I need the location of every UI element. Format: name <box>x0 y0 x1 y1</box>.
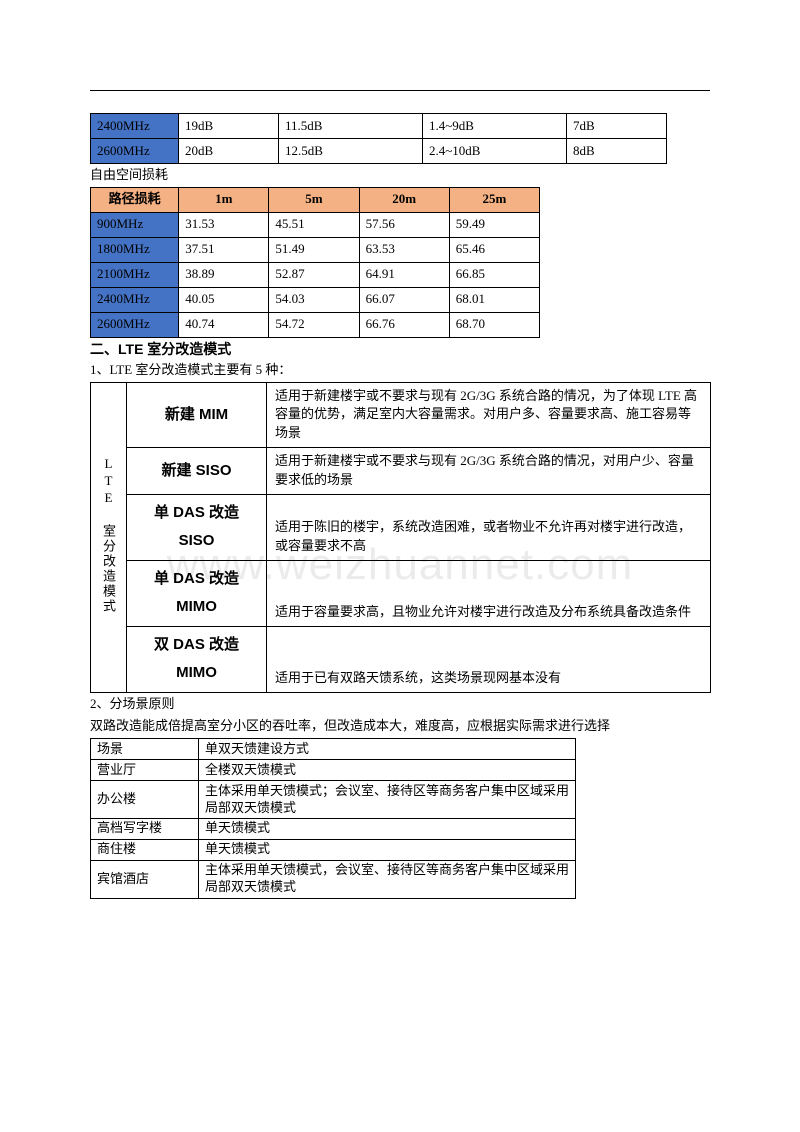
cell: 54.03 <box>269 287 359 312</box>
mode-desc: 适用于陈旧的楼宇，系统改造困难，或者物业不允许再对楼宇进行改造，或容量要求不高 <box>267 494 711 560</box>
hdr-cell: 5m <box>269 187 359 212</box>
section2-sub2-desc: 双路改造能成倍提高室分小区的吞吐率，但改造成本大，难度高，应根据实际需求进行选择 <box>90 716 710 737</box>
cell: 20dB <box>179 139 279 164</box>
mode-name: 双 DAS 改造MIMO <box>127 626 267 692</box>
hdr-cell: 1m <box>179 187 269 212</box>
cell: 单天馈模式 <box>199 839 576 860</box>
cell: 38.89 <box>179 262 269 287</box>
cell: 59.49 <box>449 212 539 237</box>
cell: 2.4~10dB <box>423 139 567 164</box>
cell: 51.49 <box>269 237 359 262</box>
hdr-cell: 场景 <box>91 739 199 760</box>
cell: 63.53 <box>359 237 449 262</box>
table-top: 2400MHz 19dB 11.5dB 1.4~9dB 7dB 2600MHz … <box>90 113 667 164</box>
section2-title: 二、LTE 室分改造模式 <box>90 339 710 359</box>
cell: 66.07 <box>359 287 449 312</box>
table-row: 营业厅 全楼双天馈模式 <box>91 760 576 781</box>
table-row: 新建 SISO 适用于新建楼宇或不要求与现有 2G/3G 系统合路的情况，对用户… <box>91 448 711 495</box>
cell: 1.4~9dB <box>423 114 567 139</box>
cell: 37.51 <box>179 237 269 262</box>
table-row: 1800MHz 37.51 51.49 63.53 65.46 <box>91 237 540 262</box>
cell-freq: 2400MHz <box>91 114 179 139</box>
cell: 68.01 <box>449 287 539 312</box>
cell: 主体采用单天馈模式，会议室、接待区等商务客户集中区域采用局部双天馈模式 <box>199 860 576 898</box>
mode-name: 单 DAS 改造MIMO <box>127 560 267 626</box>
cell: 宾馆酒店 <box>91 860 199 898</box>
table-row: 900MHz 31.53 45.51 57.56 59.49 <box>91 212 540 237</box>
table-modes: LTE 室分改造模式 新建 MIM 适用于新建楼宇或不要求与现有 2G/3G 系… <box>90 382 711 693</box>
table-header-row: 场景 单双天馈建设方式 <box>91 739 576 760</box>
mode-desc: 适用于新建楼宇或不要求与现有 2G/3G 系统合路的情况，为了体现 LTE 高容… <box>267 382 711 448</box>
mode-name: 单 DAS 改造SISO <box>127 494 267 560</box>
vertical-text: LTE 室分改造模式 <box>102 456 115 614</box>
table-row: 2400MHz 19dB 11.5dB 1.4~9dB 7dB <box>91 114 667 139</box>
cell: 单天馈模式 <box>199 818 576 839</box>
cell: 全楼双天馈模式 <box>199 760 576 781</box>
cell: 52.87 <box>269 262 359 287</box>
cell: 57.56 <box>359 212 449 237</box>
table-row: LTE 室分改造模式 新建 MIM 适用于新建楼宇或不要求与现有 2G/3G 系… <box>91 382 711 448</box>
cell: 高档写字楼 <box>91 818 199 839</box>
section2-sub2: 2、分场景原则 <box>90 694 710 715</box>
cell-freq: 1800MHz <box>91 237 179 262</box>
table-row: 宾馆酒店 主体采用单天馈模式，会议室、接待区等商务客户集中区域采用局部双天馈模式 <box>91 860 576 898</box>
cell: 40.74 <box>179 312 269 337</box>
table-scenes: 场景 单双天馈建设方式 营业厅 全楼双天馈模式 办公楼 主体采用单天馈模式；会议… <box>90 738 576 898</box>
table-row: 高档写字楼 单天馈模式 <box>91 818 576 839</box>
mode-name: 新建 MIM <box>127 382 267 448</box>
cell-freq: 900MHz <box>91 212 179 237</box>
table-row: 双 DAS 改造MIMO 适用于已有双路天馈系统，这类场景现网基本没有 <box>91 626 711 692</box>
cell: 办公楼 <box>91 781 199 819</box>
hdr-cell: 单双天馈建设方式 <box>199 739 576 760</box>
table-header-row: 路径损耗 1m 5m 20m 25m <box>91 187 540 212</box>
cell: 66.85 <box>449 262 539 287</box>
cell: 45.51 <box>269 212 359 237</box>
table-path-loss: 路径损耗 1m 5m 20m 25m 900MHz 31.53 45.51 57… <box>90 187 540 338</box>
mode-desc: 适用于新建楼宇或不要求与现有 2G/3G 系统合路的情况，对用户少、容量要求低的… <box>267 448 711 495</box>
table-row: 办公楼 主体采用单天馈模式；会议室、接待区等商务客户集中区域采用局部双天馈模式 <box>91 781 576 819</box>
cell: 31.53 <box>179 212 269 237</box>
cell-freq: 2400MHz <box>91 287 179 312</box>
cell-freq: 2600MHz <box>91 312 179 337</box>
cell: 64.91 <box>359 262 449 287</box>
cell: 11.5dB <box>279 114 423 139</box>
top-rule <box>90 90 710 91</box>
cell: 40.05 <box>179 287 269 312</box>
loss-label: 自由空间损耗 <box>90 165 710 186</box>
mode-desc: 适用于已有双路天馈系统，这类场景现网基本没有 <box>267 626 711 692</box>
table-row: 2600MHz 20dB 12.5dB 2.4~10dB 8dB <box>91 139 667 164</box>
hdr-cell: 20m <box>359 187 449 212</box>
table-row: 商住楼 单天馈模式 <box>91 839 576 860</box>
table-row: 单 DAS 改造SISO 适用于陈旧的楼宇，系统改造困难，或者物业不允许再对楼宇… <box>91 494 711 560</box>
table-row: 2100MHz 38.89 52.87 64.91 66.85 <box>91 262 540 287</box>
hdr-cell: 路径损耗 <box>91 187 179 212</box>
cell: 7dB <box>567 114 667 139</box>
cell: 营业厅 <box>91 760 199 781</box>
section2-sub1: 1、LTE 室分改造模式主要有 5 种： <box>90 360 710 381</box>
cell: 主体采用单天馈模式；会议室、接待区等商务客户集中区域采用局部双天馈模式 <box>199 781 576 819</box>
cell: 19dB <box>179 114 279 139</box>
table-row: 2600MHz 40.74 54.72 66.76 68.70 <box>91 312 540 337</box>
mode-name: 新建 SISO <box>127 448 267 495</box>
mode-desc: 适用于容量要求高，且物业允许对楼宇进行改造及分布系统具备改造条件 <box>267 560 711 626</box>
cell-freq: 2600MHz <box>91 139 179 164</box>
table-row: 2400MHz 40.05 54.03 66.07 68.01 <box>91 287 540 312</box>
cell: 商住楼 <box>91 839 199 860</box>
cell-freq: 2100MHz <box>91 262 179 287</box>
cell: 54.72 <box>269 312 359 337</box>
cell: 68.70 <box>449 312 539 337</box>
cell: 66.76 <box>359 312 449 337</box>
table-row: 单 DAS 改造MIMO 适用于容量要求高，且物业允许对楼宇进行改造及分布系统具… <box>91 560 711 626</box>
cell: 65.46 <box>449 237 539 262</box>
hdr-cell: 25m <box>449 187 539 212</box>
cell: 12.5dB <box>279 139 423 164</box>
modes-vertical-label: LTE 室分改造模式 <box>91 382 127 692</box>
cell: 8dB <box>567 139 667 164</box>
